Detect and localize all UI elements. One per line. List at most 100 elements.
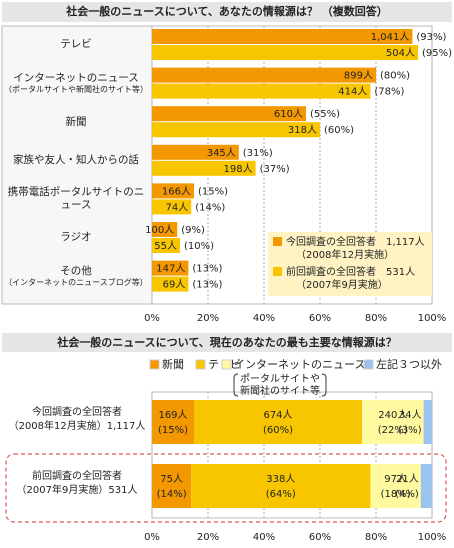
category-name: 前回調査の全回答者 xyxy=(32,471,122,482)
count-label: 75人 xyxy=(160,473,183,485)
legend-swatch xyxy=(273,267,282,276)
category-note: （ポータルサイトや新聞社のサイト等） xyxy=(4,85,148,95)
count-label: 899人 xyxy=(344,70,373,82)
bar xyxy=(152,29,413,44)
count-label: 74人 xyxy=(165,201,188,213)
count-label: 97人 xyxy=(384,473,407,485)
legend-swatch xyxy=(221,359,232,370)
count-label: 674人 xyxy=(263,409,292,421)
count-label: 55人 xyxy=(154,240,177,252)
legend-note: 新聞社のサイト等 xyxy=(240,384,320,397)
bar xyxy=(152,67,376,83)
bar xyxy=(152,183,194,199)
category-note: （インターネットのニュースブログ等） xyxy=(4,278,148,288)
bar-segment xyxy=(152,400,194,444)
value-label: (13%) xyxy=(192,280,222,291)
legend-label: インターネットのニュース xyxy=(234,358,365,371)
legend-swatch xyxy=(273,237,282,246)
legend-note: ポータルサイトや xyxy=(240,373,320,385)
x-tick-label: 100% xyxy=(418,532,447,543)
value-label: (31%) xyxy=(243,148,273,159)
bar xyxy=(152,199,192,215)
value-label: (64%) xyxy=(266,489,296,500)
category-name: 今回調査の全回答者 xyxy=(32,407,122,418)
bar-segment xyxy=(423,400,432,444)
count-label: 504人 xyxy=(386,47,415,59)
count-label: 345人 xyxy=(207,147,236,159)
highlight-box xyxy=(5,453,447,523)
bar xyxy=(152,122,320,138)
category-count: 1,117人 xyxy=(106,421,146,432)
count-label: 240人 xyxy=(378,409,407,421)
legend-swatch xyxy=(149,359,160,370)
title-bar xyxy=(2,333,452,352)
count-label: 69人 xyxy=(163,279,186,291)
count-label: 100人 xyxy=(145,224,174,236)
legend-label: 左記３つ以外 xyxy=(376,357,442,371)
value-label: (13%) xyxy=(192,264,222,275)
count-label: 21人 xyxy=(396,473,419,485)
x-tick-label: 0% xyxy=(144,313,160,324)
value-label: (80%) xyxy=(380,71,410,82)
category-name: ラジオ xyxy=(60,231,92,244)
value-label: (78%) xyxy=(374,87,404,98)
category-label: 今回調査の全回答者 （2008年12月実施）1,117人 xyxy=(4,406,150,434)
value-label: (18%) xyxy=(381,489,411,500)
bar-segment xyxy=(152,464,192,508)
bar xyxy=(152,106,306,122)
title-bar xyxy=(2,2,452,22)
x-tick-label: 60% xyxy=(309,313,331,324)
chart-title: 社会一般のニュースについて、あなたの情報源は？ （複数回答） xyxy=(65,4,387,18)
category-name: 携帯電話ポータルサイトのニュース xyxy=(7,186,145,212)
x-tick-label: 20% xyxy=(197,532,219,543)
value-label: (37%) xyxy=(260,164,290,175)
category-name: テレビ xyxy=(60,38,92,51)
category-label: ラジオ xyxy=(4,219,148,257)
value-label: (93%) xyxy=(416,32,446,43)
category-count: 531人 xyxy=(108,485,138,496)
category-panel xyxy=(1,25,153,305)
x-tick-label: 0% xyxy=(144,532,160,543)
legend-note: （2008年12月実施） xyxy=(296,248,394,261)
x-tick-label: 100% xyxy=(418,313,447,324)
count-label: 414人 xyxy=(338,86,367,98)
legend-swatch xyxy=(195,359,206,370)
count-label: 34人 xyxy=(399,409,422,421)
x-tick-label: 40% xyxy=(253,532,275,543)
category-label: 新聞 xyxy=(4,103,148,141)
value-label: (14%) xyxy=(195,202,225,213)
count-label: 166人 xyxy=(162,185,191,197)
x-tick-label: 80% xyxy=(365,532,387,543)
count-label: 1,041人 xyxy=(371,31,410,43)
category-note: （2007年9月実施） xyxy=(16,485,109,496)
category-name: 新聞 xyxy=(65,115,87,128)
count-label: 610人 xyxy=(274,108,303,120)
value-label: (3%) xyxy=(398,425,422,436)
bar xyxy=(152,238,180,253)
category-label: 家族や友人・知人からの話 xyxy=(4,142,148,180)
category-name: 家族や友人・知人からの話 xyxy=(13,154,139,167)
x-tick-label: 20% xyxy=(197,313,219,324)
legend-label: 今回調査の全回答者 1,117人 xyxy=(286,235,425,248)
category-label: 携帯電話ポータルサイトのニュース xyxy=(4,180,148,218)
bar xyxy=(152,45,418,60)
value-label: (9%) xyxy=(181,225,205,236)
bar xyxy=(152,222,178,237)
legend-swatch xyxy=(363,359,374,370)
legend-note: （2007年9月実施） xyxy=(296,278,388,291)
bar-segment xyxy=(370,464,421,508)
legend-box xyxy=(268,232,432,296)
count-label: 338人 xyxy=(266,473,295,485)
value-label: (55%) xyxy=(310,109,340,120)
x-tick-label: 40% xyxy=(253,313,275,324)
bar xyxy=(152,83,371,99)
value-label: (22%) xyxy=(378,425,408,436)
x-tick-label: 60% xyxy=(309,532,331,543)
count-label: 169人 xyxy=(158,409,187,421)
value-label: (95%) xyxy=(422,48,452,59)
legend-label: 前回調査の全回答者 531人 xyxy=(286,265,415,278)
value-label: (4%) xyxy=(395,489,419,500)
value-label: (15%) xyxy=(158,425,188,436)
